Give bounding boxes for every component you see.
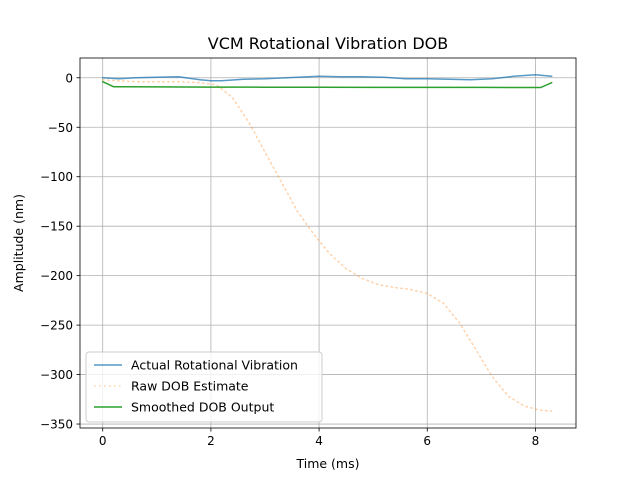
legend-label: Actual Rotational Vibration	[131, 358, 298, 373]
series-line-2	[101, 79, 553, 412]
y-tick-label: −200	[40, 269, 73, 283]
legend-label: Smoothed DOB Output	[131, 400, 274, 415]
x-tick-label: 4	[315, 434, 323, 448]
y-tick-label: −50	[48, 121, 73, 135]
x-tick-label: 2	[207, 434, 215, 448]
ticks: 0 2 4 6 8 0 −50 −100 −150 −200 −250 −300 −350	[40, 71, 539, 448]
x-axis-label: Time (ms)	[295, 456, 359, 471]
plot-frame	[79, 57, 577, 429]
x-tick-label: 6	[423, 434, 431, 448]
grid	[80, 58, 576, 428]
y-tick-label: −300	[40, 368, 73, 382]
y-tick-label: −150	[40, 220, 73, 234]
series-layer	[101, 74, 553, 412]
series-line-3	[101, 80, 553, 89]
y-tick-label: −100	[40, 170, 73, 184]
legend: Actual Rotational Vibration Raw DOB Estim…	[85, 351, 323, 423]
x-tick-label: 8	[532, 434, 540, 448]
chart-title: VCM Rotational Vibration DOB	[208, 34, 448, 53]
y-tick-label: 0	[65, 71, 73, 85]
series-line-1	[101, 74, 553, 82]
y-tick-label: −350	[40, 418, 73, 432]
x-tick-label: 0	[99, 434, 107, 448]
y-tick-label: −250	[40, 319, 73, 333]
legend-label: Raw DOB Estimate	[131, 379, 249, 394]
y-axis-label: Amplitude (nm)	[11, 194, 26, 292]
legend-box	[85, 351, 323, 423]
